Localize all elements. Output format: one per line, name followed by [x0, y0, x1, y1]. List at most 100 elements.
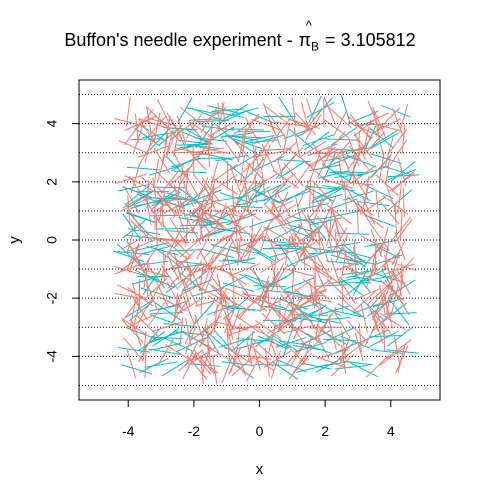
needle-crossing	[372, 254, 397, 275]
needle-crossing	[254, 174, 257, 204]
needle-not-crossing	[275, 244, 309, 248]
needle-crossing	[367, 303, 379, 332]
needle-crossing	[132, 109, 154, 134]
needle-crossing	[268, 113, 287, 139]
chart-title: Buffon's needle experiment - ^ πB = 3.105…	[0, 18, 480, 54]
needle-not-crossing	[137, 242, 169, 251]
needle-crossing	[352, 246, 358, 276]
needle-crossing	[383, 254, 393, 284]
needle-crossing	[200, 285, 203, 315]
needle-crossing	[270, 263, 284, 291]
needle-crossing	[301, 261, 330, 278]
needle-crossing	[204, 265, 217, 294]
needle-crossing	[190, 350, 212, 375]
needle-crossing	[384, 300, 394, 329]
needle-crossing	[262, 235, 290, 253]
needle-crossing	[167, 228, 183, 255]
needle-crossing	[198, 249, 214, 276]
needle-crossing	[203, 184, 217, 213]
needle-crossing	[302, 238, 306, 268]
needle-not-crossing	[155, 247, 181, 268]
needle-not-crossing	[170, 155, 200, 172]
needle-crossing	[399, 210, 403, 240]
needle-crossing	[157, 99, 172, 127]
needle-crossing	[161, 197, 165, 227]
needle-crossing	[233, 116, 261, 135]
needle-not-crossing	[351, 269, 372, 294]
needle-crossing	[395, 345, 409, 374]
needle-crossing	[151, 195, 178, 215]
needle-crossing	[200, 106, 218, 133]
needle-not-crossing	[276, 359, 307, 373]
needle-crossing	[394, 231, 406, 260]
needle-crossing	[220, 241, 233, 270]
needle-crossing	[165, 129, 174, 158]
needle-not-crossing	[299, 362, 332, 370]
needle-crossing	[367, 238, 387, 263]
needle-not-crossing	[146, 245, 179, 256]
needle-crossing	[399, 104, 409, 134]
needle-crossing	[200, 342, 229, 360]
title-prefix: Buffon's needle experiment -	[64, 30, 298, 50]
needle-crossing	[145, 115, 167, 140]
needle-crossing	[379, 284, 386, 314]
needle-crossing	[384, 137, 394, 166]
needle-crossing	[325, 217, 336, 247]
needle-not-crossing	[166, 192, 198, 203]
needle-crossing	[221, 355, 234, 384]
needle-crossing	[123, 337, 144, 362]
needle-crossing	[186, 217, 202, 245]
needle-crossing	[360, 235, 390, 252]
needle-crossing	[266, 281, 270, 311]
needle-crossing	[299, 308, 320, 333]
needle-not-crossing	[251, 184, 282, 200]
needle-crossing	[390, 285, 399, 315]
needle-not-crossing	[364, 239, 397, 248]
needle-crossing	[386, 186, 398, 215]
needle-crossing	[255, 320, 282, 339]
needle-crossing	[184, 260, 203, 286]
needle-crossing	[295, 196, 303, 226]
needle-crossing	[290, 323, 309, 350]
needle-not-crossing	[202, 327, 220, 354]
x-axis: -4 -2 0 2 4	[122, 399, 395, 439]
needle-crossing	[259, 144, 271, 173]
needle-crossing	[263, 350, 292, 368]
needle-crossing	[173, 184, 182, 214]
needle-crossing	[204, 248, 225, 273]
needle-not-crossing	[282, 289, 315, 299]
x-tick-label: 0	[256, 423, 264, 439]
needle-crossing	[284, 343, 306, 367]
needle-crossing	[193, 283, 222, 300]
needle-crossing	[121, 233, 150, 250]
needle-crossing	[126, 223, 136, 253]
needle-crossing	[392, 108, 404, 137]
title-equals: =	[320, 30, 341, 50]
needle-crossing	[341, 282, 344, 312]
needle-crossing	[321, 178, 353, 189]
needle-crossing	[370, 246, 378, 275]
needle-crossing	[375, 174, 399, 197]
needle-crossing	[268, 323, 277, 352]
needle-not-crossing	[308, 95, 322, 124]
needle-crossing	[214, 203, 228, 231]
needle-crossing	[397, 344, 406, 373]
needle-crossing	[328, 106, 352, 129]
needle-crossing	[136, 315, 160, 338]
needle-crossing	[216, 321, 249, 331]
needle-crossing	[401, 124, 406, 154]
needle-crossing	[121, 318, 149, 337]
needle-crossing	[201, 349, 217, 376]
needle-not-crossing	[342, 257, 376, 265]
needle-crossing	[210, 199, 241, 214]
needle-crossing	[223, 297, 232, 327]
needle-crossing	[212, 284, 237, 306]
needle-not-crossing	[321, 163, 350, 182]
needle-crossing	[191, 228, 221, 244]
needle-crossing	[196, 201, 213, 228]
needle-crossing	[354, 132, 366, 160]
needle-crossing	[344, 265, 374, 281]
needle-crossing	[259, 225, 270, 254]
needle-crossing	[146, 179, 150, 209]
needle-not-crossing	[122, 218, 148, 239]
